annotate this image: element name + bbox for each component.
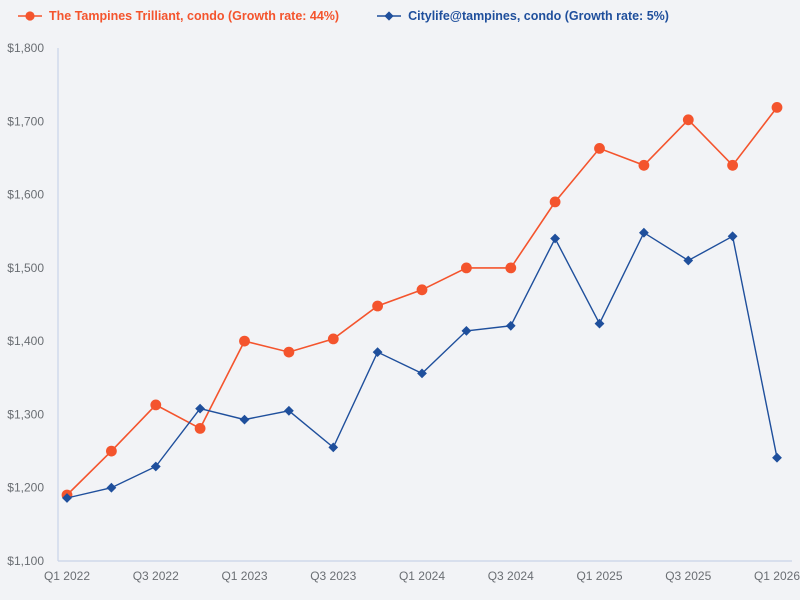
data-point-marker[interactable] — [682, 114, 694, 126]
data-point-marker[interactable] — [594, 143, 605, 154]
svg-text:Q3 2024: Q3 2024 — [488, 569, 534, 583]
x-axis-labels: Q1 2022 Q3 2022 Q1 2023 Q3 2023 Q1 2024 Q3 20… — [44, 569, 800, 583]
data-point-marker[interactable] — [772, 452, 782, 463]
data-point-marker[interactable] — [327, 333, 339, 345]
svg-text:Q1 2023: Q1 2023 — [221, 569, 267, 583]
data-point-marker[interactable] — [284, 405, 294, 416]
svg-text:$1,400: $1,400 — [7, 334, 44, 348]
data-point-marker[interactable] — [239, 414, 250, 425]
svg-text:Q3 2025: Q3 2025 — [665, 569, 711, 583]
data-point-marker[interactable] — [639, 227, 649, 238]
data-point-marker[interactable] — [194, 423, 206, 434]
svg-text:$1,100: $1,100 — [7, 554, 44, 568]
data-point-marker[interactable] — [461, 262, 472, 274]
svg-text:$1,300: $1,300 — [7, 407, 44, 421]
data-point-marker[interactable] — [328, 442, 339, 453]
data-point-marker[interactable] — [417, 368, 427, 379]
data-point-marker[interactable] — [594, 318, 605, 329]
data-point-marker[interactable] — [106, 445, 117, 457]
data-point-marker[interactable] — [549, 196, 561, 208]
svg-text:$1,200: $1,200 — [7, 481, 44, 495]
axes — [57, 48, 792, 562]
svg-text:Q1 2025: Q1 2025 — [576, 569, 622, 583]
series-tampines-trilliant[interactable] — [61, 102, 783, 501]
chart-legend: The Tampines Trilliant, condo (Growth ra… — [18, 9, 669, 23]
data-point-marker[interactable] — [150, 399, 162, 411]
data-point-marker[interactable] — [372, 347, 383, 357]
legend-item-citylife[interactable]: Citylife@tampines, condo (Growth rate: 5… — [377, 9, 669, 23]
data-point-marker[interactable] — [771, 102, 783, 113]
svg-text:Q3 2023: Q3 2023 — [310, 569, 356, 583]
data-point-marker[interactable] — [727, 159, 738, 171]
svg-text:$1,600: $1,600 — [7, 188, 44, 202]
svg-text:$1,500: $1,500 — [7, 261, 44, 275]
data-point-marker[interactable] — [372, 300, 383, 312]
data-point-marker[interactable] — [195, 403, 205, 414]
data-point-marker[interactable] — [683, 255, 694, 266]
data-point-marker[interactable] — [239, 335, 250, 347]
svg-text:$1,800: $1,800 — [7, 41, 44, 55]
svg-text:Q1 2026: Q1 2026 — [754, 569, 800, 583]
data-point-marker[interactable] — [505, 320, 516, 331]
svg-text:$1,700: $1,700 — [7, 114, 44, 128]
data-point-marker[interactable] — [727, 231, 738, 242]
series-citylife[interactable] — [62, 227, 782, 503]
data-point-marker[interactable] — [150, 461, 161, 472]
data-point-marker[interactable] — [550, 233, 560, 244]
legend-marker-circle-icon — [18, 11, 42, 21]
legend-marker-diamond-icon — [377, 11, 402, 21]
legend-item-tampines-trilliant[interactable]: The Tampines Trilliant, condo (Growth ra… — [18, 9, 339, 23]
data-point-marker[interactable] — [106, 482, 117, 493]
data-point-marker[interactable] — [461, 326, 472, 336]
data-point-marker[interactable] — [62, 493, 72, 503]
legend-label-citylife: Citylife@tampines, condo (Growth rate: 5… — [408, 9, 669, 23]
svg-text:Q1 2024: Q1 2024 — [399, 569, 445, 583]
data-point-marker[interactable] — [638, 159, 650, 171]
data-point-marker[interactable] — [416, 284, 428, 296]
data-point-marker[interactable] — [505, 262, 517, 274]
svg-text:Q1 2022: Q1 2022 — [44, 569, 90, 583]
legend-label-tampines-trilliant: The Tampines Trilliant, condo (Growth ra… — [49, 9, 340, 23]
y-axis-labels: $1,100 $1,200 $1,300 $1,400 $1,500 $1,600 $1,7… — [7, 41, 44, 568]
data-point-marker[interactable] — [283, 346, 295, 358]
svg-text:Q3 2022: Q3 2022 — [133, 569, 179, 583]
